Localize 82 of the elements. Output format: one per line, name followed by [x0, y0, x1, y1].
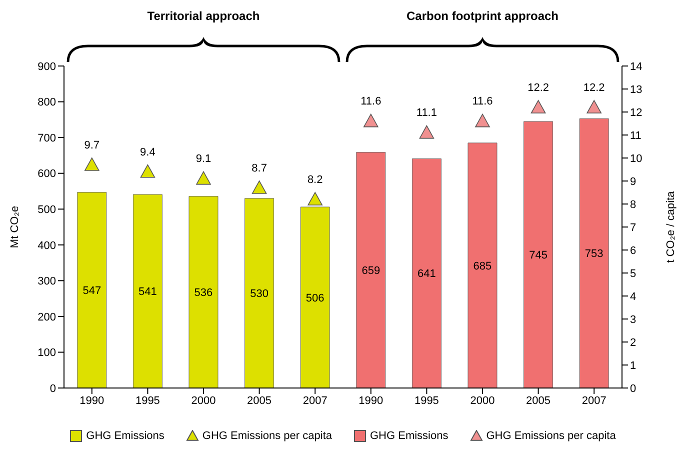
- data-label: 11.6: [472, 96, 493, 108]
- y2-tick-label: 2: [630, 336, 636, 349]
- y2-tick-label: 5: [630, 268, 636, 280]
- point: [586, 100, 602, 114]
- bar: [412, 158, 442, 388]
- y2-tick-label: 6: [630, 244, 636, 257]
- y2-tick-label: 9: [630, 176, 636, 188]
- y-tick-label: 900: [38, 60, 56, 73]
- data-label: 11.6: [360, 96, 382, 108]
- data-label: 541: [138, 286, 157, 298]
- x-tick-label: 2000: [470, 394, 495, 407]
- y2-tick-label: 4: [630, 290, 636, 303]
- point: [419, 125, 434, 139]
- data-label: 536: [194, 287, 213, 300]
- point: [84, 158, 100, 171]
- bar: [468, 142, 498, 388]
- y2-tick-label: 13: [630, 84, 642, 96]
- x-tick-label: 2007: [582, 394, 606, 407]
- y-tick-label: 0: [50, 382, 56, 395]
- point: [364, 114, 378, 128]
- data-label: 506: [306, 292, 324, 304]
- point: [252, 180, 267, 194]
- x-tick-label: 2005: [526, 394, 551, 407]
- x-tick-label: 1995: [135, 394, 160, 407]
- data-label: 12.2: [528, 82, 550, 94]
- data-label: 8.7: [252, 162, 267, 174]
- data-label: 8.2: [307, 174, 323, 186]
- data-label: 753: [584, 248, 604, 260]
- x-tick-label: 1990: [358, 394, 384, 407]
- y2-tick-label: 1: [630, 360, 636, 372]
- bar: [524, 121, 554, 388]
- y-tick-label: 200: [38, 311, 56, 324]
- data-label: 9.4: [140, 146, 156, 158]
- x-tick-label: 1990: [80, 394, 104, 407]
- bar: [244, 198, 274, 388]
- data-label: 12.2: [583, 82, 605, 94]
- bar: [77, 192, 107, 388]
- data-label: 685: [473, 260, 492, 272]
- data-label: 641: [418, 268, 436, 280]
- y-tick-label: 100: [38, 347, 56, 360]
- x-tick-label: 2000: [191, 394, 216, 407]
- legend-label: GHG Emissions: [85, 430, 164, 442]
- data-label: 9.1: [196, 153, 212, 166]
- data-label: 530: [250, 288, 268, 300]
- legend-label: GHG Emissions per capita: [485, 430, 616, 442]
- y2-tick-label: 10: [630, 152, 642, 165]
- bar: [132, 194, 162, 388]
- y-tick-label: 600: [38, 168, 56, 180]
- x-tick-label: 2005: [247, 394, 272, 407]
- data-label: 547: [82, 285, 102, 298]
- x-tick-label: 1995: [414, 394, 439, 407]
- data-label: 659: [362, 265, 380, 278]
- legend-label: GHG Emissions per capita: [201, 430, 332, 442]
- text: Territorial approach: [147, 9, 260, 23]
- point: [196, 171, 211, 185]
- y2-tick-label: 11: [630, 130, 642, 142]
- point: [530, 100, 546, 114]
- text: Carbon footprint approach: [406, 9, 558, 23]
- y-axis-title: Mt CO₂e: [8, 206, 21, 248]
- y-tick-label: 800: [38, 96, 56, 109]
- y-tick-label: 400: [38, 240, 56, 252]
- y2-tick-label: 14: [630, 60, 642, 73]
- point: [140, 164, 156, 178]
- data-label: 11.1: [416, 107, 437, 120]
- data-label: 745: [529, 250, 548, 262]
- y-tick-label: 300: [38, 276, 56, 288]
- y-tick-label: 500: [38, 204, 56, 216]
- x-tick-label: 2007: [302, 394, 328, 407]
- bar: [579, 118, 609, 388]
- legend-label: GHG Emissions: [369, 430, 448, 442]
- y2-tick-label: 3: [630, 314, 636, 326]
- point: [308, 192, 322, 206]
- bar: [356, 152, 386, 388]
- point: [475, 114, 490, 128]
- y2-tick-label: 7: [630, 222, 636, 234]
- y-tick-label: 700: [38, 132, 56, 144]
- data-label: 9.7: [84, 139, 100, 152]
- y2-tick-label: 12: [630, 106, 642, 119]
- bar: [188, 196, 218, 388]
- y2-tick-label: 8: [630, 198, 636, 211]
- y2-axis-title: t CO₂e / capita: [664, 190, 677, 263]
- y2-tick-label: 0: [630, 382, 636, 395]
